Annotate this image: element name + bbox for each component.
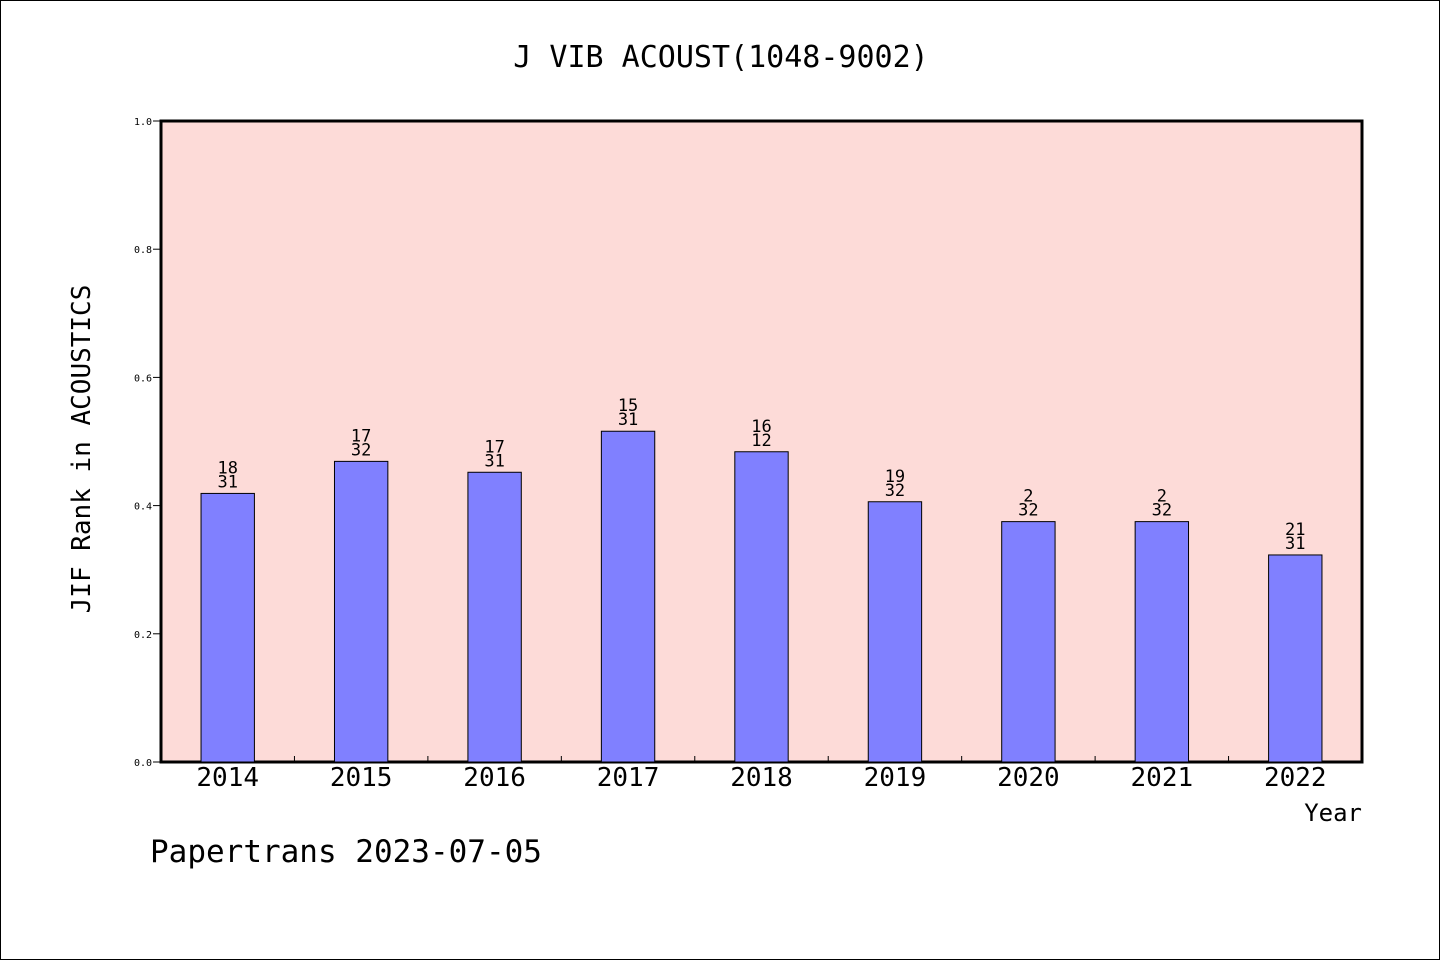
y-tick-label: 0.2 xyxy=(134,630,152,641)
y-tick-label: 0.0 xyxy=(134,758,152,769)
bar-2022 xyxy=(1268,554,1323,763)
bar-label-rank: 17 xyxy=(484,437,504,457)
bar-label-total: 31 xyxy=(1285,534,1305,554)
y-tick-label: 1.0 xyxy=(134,117,152,128)
bar-label-total: 12 xyxy=(751,431,771,451)
y-tick-label: 0.8 xyxy=(134,245,152,256)
bar-label-total: 32 xyxy=(1152,501,1172,521)
footer-text: Papertrans 2023-07-05 xyxy=(150,834,542,870)
bar-2018 xyxy=(734,451,789,763)
bar-label-total: 32 xyxy=(351,440,371,460)
x-axis-title: Year xyxy=(1304,799,1362,827)
bar-label-total: 32 xyxy=(1018,501,1038,521)
bar-label-rank: 2 xyxy=(1023,487,1033,507)
bar-2019 xyxy=(867,501,923,763)
x-tick-label: 2018 xyxy=(730,763,793,793)
bar-label-total: 31 xyxy=(484,451,504,471)
bar-label-total: 31 xyxy=(618,410,638,430)
bar-label-rank: 15 xyxy=(618,396,638,416)
x-tick-label: 2019 xyxy=(864,763,927,793)
x-tick-label: 2022 xyxy=(1264,763,1327,793)
chart-title: J VIB ACOUST(1048-9002) xyxy=(513,40,928,75)
x-tick-label: 2016 xyxy=(463,763,526,793)
x-tick-label: 2014 xyxy=(196,763,259,793)
bar-2014 xyxy=(200,492,255,763)
bar-label-rank: 16 xyxy=(751,417,771,437)
y-tick-label: 0.4 xyxy=(134,502,152,513)
bar-label-total: 32 xyxy=(885,481,905,501)
x-tick-label: 2020 xyxy=(997,763,1060,793)
bar-2020 xyxy=(1001,521,1056,763)
bar-2015 xyxy=(333,460,389,763)
bar-2021 xyxy=(1134,521,1190,763)
bar-label-rank: 2 xyxy=(1157,487,1167,507)
x-tick-label: 2015 xyxy=(330,763,393,793)
bar-label-rank: 17 xyxy=(351,426,371,446)
bar-label-rank: 18 xyxy=(217,458,237,478)
bar-label-rank: 19 xyxy=(885,467,905,487)
bar-label-total: 31 xyxy=(217,472,237,492)
x-tick-label: 2017 xyxy=(597,763,660,793)
y-axis-title: JIF Rank in ACOUSTICS xyxy=(67,285,97,614)
bar-label-rank: 21 xyxy=(1285,520,1305,540)
x-tick-label: 2021 xyxy=(1131,763,1194,793)
y-tick-label: 0.6 xyxy=(134,373,152,384)
bar-2016 xyxy=(467,471,522,763)
bar-2017 xyxy=(600,430,656,763)
